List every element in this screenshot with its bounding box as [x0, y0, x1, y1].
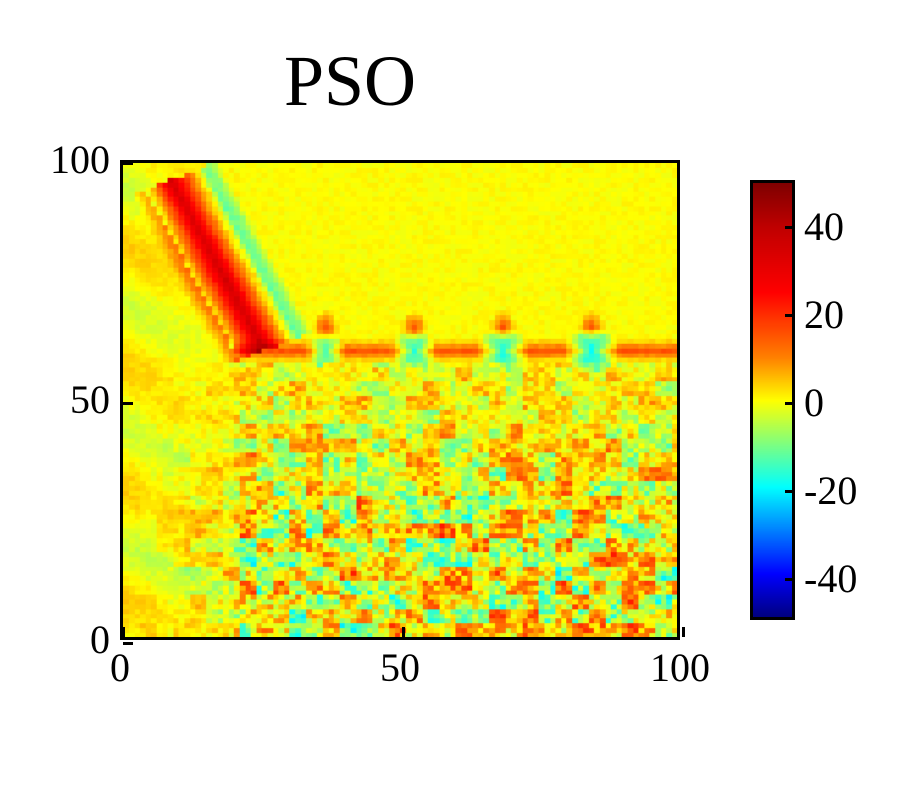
- x-tick-label: 100: [650, 648, 710, 688]
- y-tick-label: 50: [0, 380, 110, 420]
- colorbar-tick-label: -40: [792, 559, 857, 599]
- colorbar-tick-label: 0: [792, 383, 824, 423]
- colorbar: -40-2002040: [750, 180, 795, 620]
- heatmap-canvas: [123, 163, 677, 637]
- colorbar-canvas: [753, 183, 792, 617]
- colorbar-tick-label: 20: [792, 295, 844, 335]
- y-tick-label: 0: [0, 620, 110, 660]
- chart-title: PSO: [0, 40, 700, 123]
- figure: PSO 050100 050100 -40-2002040: [0, 0, 900, 800]
- x-tick-label: 50: [380, 648, 420, 688]
- colorbar-tick-label: -20: [792, 471, 857, 511]
- y-tick-label: 100: [0, 140, 110, 180]
- heatmap-plot-area: [120, 160, 680, 640]
- x-tick-label: 0: [110, 648, 130, 688]
- colorbar-tick-label: 40: [792, 207, 844, 247]
